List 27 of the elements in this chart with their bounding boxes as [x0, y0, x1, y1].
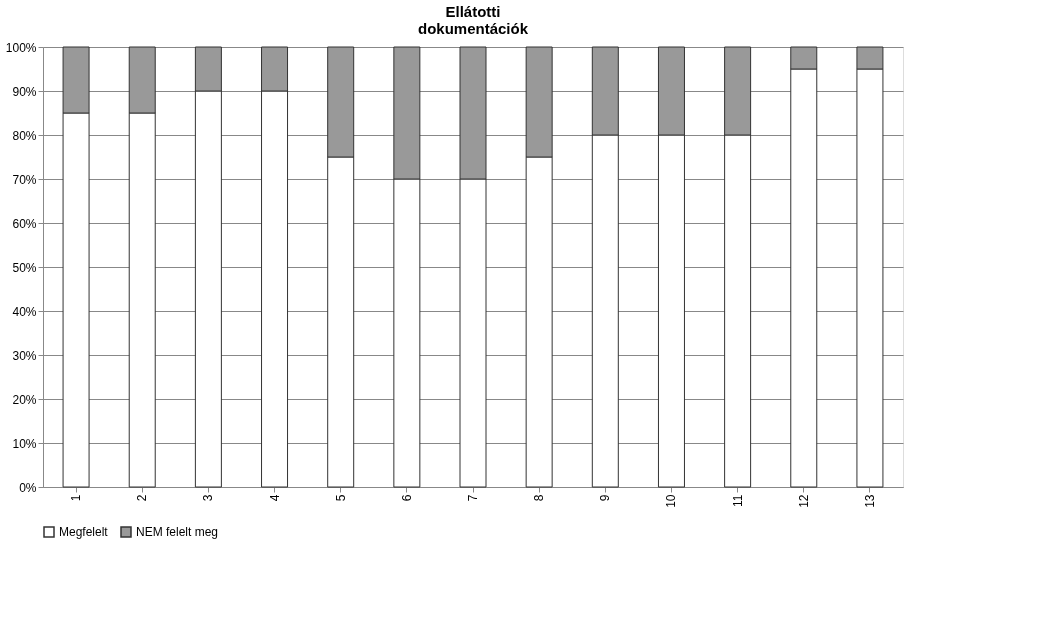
x-tick-label: 13 — [862, 494, 877, 508]
y-tick-label: 100% — [5, 40, 37, 55]
x-tick-label: 10 — [664, 494, 679, 508]
x-tick-label: 11 — [730, 494, 745, 507]
x-tick-label: 9 — [598, 494, 613, 502]
x-tick-label: 3 — [201, 494, 216, 502]
y-tick-label: 50% — [12, 260, 37, 275]
y-tick-label: 10% — [12, 436, 37, 451]
y-tick-label: 0% — [19, 480, 37, 495]
x-tick-label: 6 — [399, 494, 414, 502]
y-tick-label: 90% — [12, 84, 37, 99]
y-tick-label: 20% — [12, 392, 37, 407]
chart-title: Ellátotti dokumentációk — [417, 3, 529, 37]
y-tick-label: 30% — [12, 348, 37, 363]
x-tick-label: 5 — [333, 494, 348, 502]
y-tick-label: 80% — [12, 128, 37, 143]
x-tick-label: 7 — [466, 494, 480, 502]
x-tick-label: 12 — [796, 494, 811, 508]
x-tick-label: 1 — [69, 494, 84, 502]
y-tick-label: 60% — [12, 216, 37, 231]
legend-label: Megfelelt — [59, 525, 109, 539]
x-tick-label: 4 — [267, 494, 282, 502]
y-tick-label: 40% — [12, 304, 37, 319]
y-tick-label: 70% — [12, 172, 37, 187]
x-tick-label: 8 — [532, 494, 547, 502]
legend-label: NEM felelt meg — [136, 525, 219, 539]
x-tick-label: 2 — [135, 494, 150, 502]
